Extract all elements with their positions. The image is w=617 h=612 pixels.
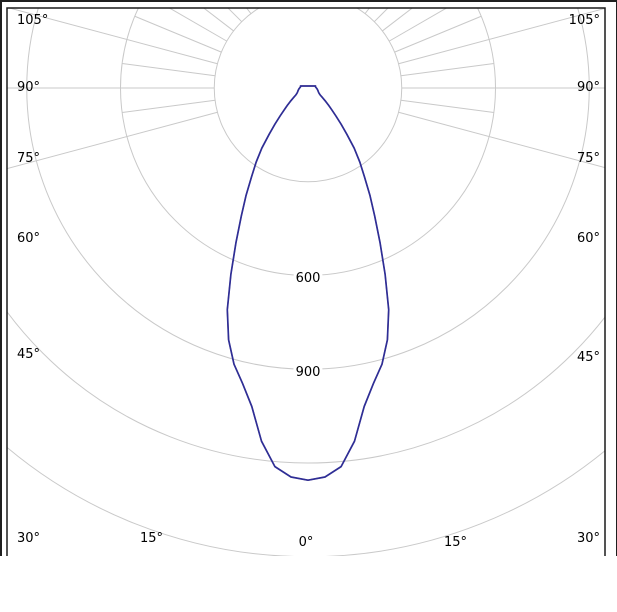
angle-label-1: 90°: [17, 80, 40, 95]
angle-label-2: 75°: [17, 151, 40, 166]
grid-spoke-left-105: [398, 111, 605, 169]
angle-label-5: 30°: [17, 531, 40, 546]
grid-minor-spoke-left-52.5: [382, 8, 414, 32]
grid-spoke-left-30: [355, 0, 617, 7]
grid-minor-spoke-right-22.5: [236, 0, 272, 1]
grid-ring-300: [213, 8, 403, 183]
angle-label-8: 15°: [444, 535, 467, 550]
grid-spoke-right-75: [7, 8, 218, 65]
grid-minor-spoke-left-67.5: [394, 15, 482, 53]
angle-label-13: 90°: [577, 80, 600, 95]
grid-minor-spoke-left-82.5: [400, 63, 494, 77]
grid-minor-spoke-right-82.5: [122, 63, 216, 77]
grid-ring-600: [120, 8, 496, 276]
grid-minor-spoke-right-52.5: [202, 8, 234, 32]
legend: cd/klm C0 - C180 C90 - C270 η = 87%: [0, 556, 617, 612]
grid-minor-spoke-left-37.5: [364, 8, 371, 14]
angle-label-3: 60°: [17, 231, 40, 246]
grid-spoke-right-105: [7, 111, 218, 170]
grid-spoke-right-30: [0, 0, 261, 7]
angle-label-0: 105°: [17, 13, 48, 28]
angle-label-7: 0°: [299, 535, 314, 550]
angle-label-9: 30°: [577, 531, 600, 546]
grid-minor-spoke-left-97.5: [400, 99, 494, 113]
curves: [226, 85, 390, 482]
grid-minor-spoke-right-97.5: [122, 99, 216, 113]
angle-label-11: 60°: [577, 231, 600, 246]
angle-label-14: 105°: [569, 13, 600, 28]
ring-label-900: 900: [296, 365, 321, 380]
grid-ring-900: [26, 8, 590, 370]
curve-c90-c270: [226, 85, 390, 482]
angle-label-6: 15°: [140, 531, 163, 546]
grid-ring-1200: [7, 310, 605, 464]
angle-label-10: 45°: [577, 350, 600, 365]
angle-labels: 105° 90° 75° 60° 45° 30° 15° 0° 15° 30° 45° 60° 75° 9…: [17, 13, 600, 550]
grid-spoke-left-75: [398, 8, 605, 65]
grid-minor-spoke-right-67.5: [134, 15, 222, 53]
grid-minor-spoke-left-22.5: [344, 0, 380, 1]
ring-label-600: 600: [296, 271, 321, 286]
grid-minor-spoke-right-37.5: [245, 8, 252, 14]
angle-label-4: 45°: [17, 347, 40, 362]
angle-label-12: 75°: [577, 151, 600, 166]
